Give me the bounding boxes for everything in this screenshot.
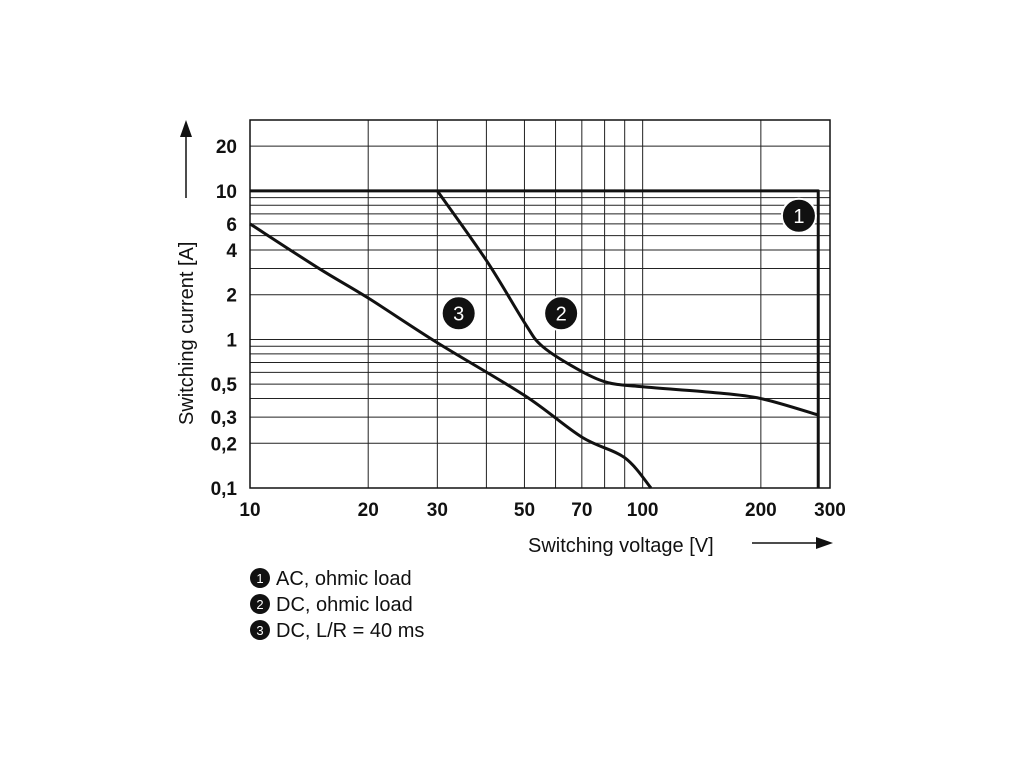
y-axis-title: Switching current [A] — [176, 242, 198, 425]
marker-label: 3 — [453, 303, 464, 325]
y-tick-label: 20 — [216, 137, 237, 158]
curve-2 — [436, 190, 819, 417]
x-tick-label: 300 — [814, 500, 846, 521]
y-tick-label: 2 — [226, 286, 237, 307]
legend-marker: 3 — [256, 623, 263, 638]
legend-marker: 1 — [256, 571, 263, 586]
legend-text: AC, ohmic load — [276, 568, 412, 590]
y-tick-labels: 0,1 0,2 0,3 0,5 1 2 4 6 10 20 — [211, 137, 238, 500]
x-tick-labels: 10 20 30 50 70 100 200 300 — [239, 500, 845, 521]
marker-2: 2 — [543, 295, 580, 332]
x-tick-label: 70 — [571, 500, 592, 521]
y-tick-label: 0,1 — [211, 479, 238, 500]
x-axis-title: Switching voltage [V] — [528, 535, 714, 557]
y-tick-label: 10 — [216, 182, 237, 203]
legend-item-2: 2 DC, ohmic load — [250, 594, 413, 616]
marker-label: 1 — [793, 206, 804, 228]
legend-marker: 2 — [256, 597, 263, 612]
legend-item-3: 3 DC, L/R = 40 ms — [250, 620, 424, 642]
curves — [249, 189, 820, 489]
marker-3: 3 — [440, 295, 477, 332]
x-axis-arrow-icon — [752, 537, 833, 549]
legend-text: DC, ohmic load — [276, 594, 413, 616]
y-tick-label: 4 — [226, 241, 237, 262]
x-tick-label: 50 — [514, 500, 535, 521]
x-tick-label: 200 — [745, 500, 777, 521]
curve-3 — [249, 222, 653, 489]
y-tick-label: 0,2 — [211, 434, 237, 455]
y-tick-label: 0,3 — [211, 408, 237, 429]
x-tick-label: 30 — [427, 500, 448, 521]
curve-1 — [250, 189, 820, 488]
y-axis-arrow-icon — [180, 120, 192, 198]
grid — [250, 120, 830, 488]
legend: 1 AC, ohmic load 2 DC, ohmic load 3 DC, L/R =… — [250, 568, 424, 642]
y-tick-label: 6 — [226, 215, 237, 236]
y-tick-label: 0,5 — [211, 375, 238, 396]
marker-label: 2 — [556, 303, 567, 325]
x-tick-label: 20 — [358, 500, 379, 521]
legend-text: DC, L/R = 40 ms — [276, 620, 424, 642]
plot-frame — [249, 119, 831, 489]
x-tick-label: 100 — [627, 500, 659, 521]
marker-1: 1 — [780, 197, 817, 234]
curve-markers: 1 2 3 — [440, 197, 817, 332]
x-tick-label: 10 — [239, 500, 260, 521]
y-tick-label: 1 — [226, 330, 237, 351]
legend-item-1: 1 AC, ohmic load — [250, 568, 412, 590]
